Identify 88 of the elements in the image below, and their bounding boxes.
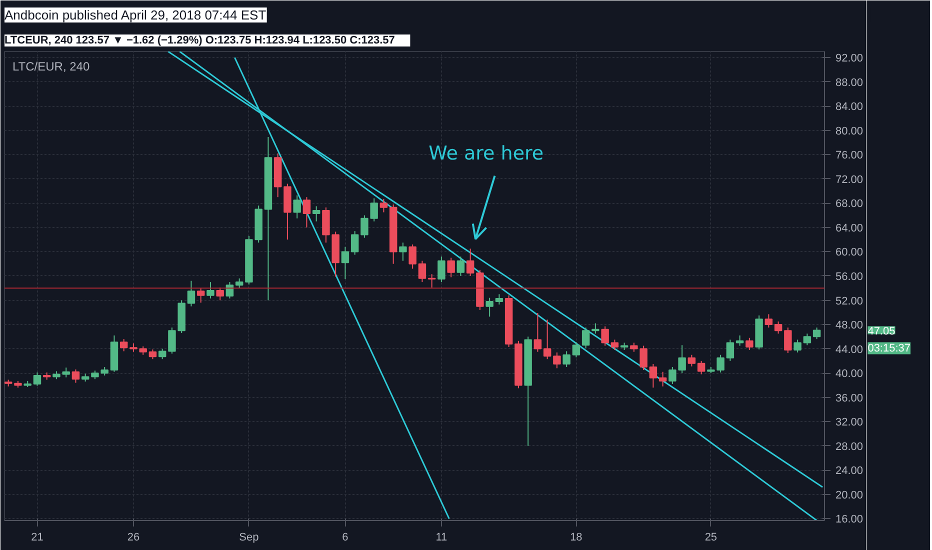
candlestick <box>235 278 244 289</box>
candlestick <box>168 327 176 354</box>
x-tick-label: Sep <box>239 532 259 544</box>
candlestick <box>380 198 388 213</box>
candlestick <box>697 360 706 375</box>
annotation: We are here <box>428 142 544 164</box>
y-tick-label: 20.00 <box>836 489 864 502</box>
candlestick <box>33 372 42 386</box>
y-tick-label: 76.00 <box>836 150 864 162</box>
candlestick <box>746 337 754 351</box>
candlestick <box>736 334 744 346</box>
annotation: LTC/EUR, 240 <box>12 60 90 74</box>
candlestick <box>610 339 619 351</box>
candlestick <box>534 312 542 352</box>
x-tick-label: 11 <box>436 532 448 544</box>
candlestick <box>226 282 234 299</box>
candlestick <box>803 333 812 346</box>
candlestick <box>582 327 590 349</box>
candlestick <box>592 322 600 334</box>
candlestick <box>293 194 301 219</box>
candlestick <box>341 246 350 280</box>
text: 47.05 <box>868 325 896 338</box>
chart-title: Andbcoin published April 29, 2018 07:44 EST <box>4 8 266 22</box>
candlestick <box>302 196 311 228</box>
y-tick-label: 48.00 <box>836 320 864 332</box>
y-tick-label: 80.00 <box>836 125 864 138</box>
candlestick <box>206 282 214 299</box>
y-tick-label: 56.00 <box>836 270 864 283</box>
y-tick-label: 72.00 <box>836 174 864 186</box>
candlestick <box>668 366 676 384</box>
y-tick-label: 16.00 <box>836 514 864 526</box>
candlestick <box>466 248 474 276</box>
candlestick <box>360 214 368 238</box>
candlestick <box>370 198 378 222</box>
candlestick <box>601 326 609 346</box>
y-tick-label: 36.00 <box>836 392 864 404</box>
candlestick <box>649 363 658 388</box>
y-tick-label: 84.00 <box>836 101 864 114</box>
candlestick <box>678 344 686 374</box>
candlestick <box>148 348 157 360</box>
candlestick <box>562 350 570 368</box>
candlestick <box>196 288 205 304</box>
candlestick <box>408 244 416 270</box>
candlestick <box>543 319 552 360</box>
candlestick <box>794 339 802 353</box>
candlestick <box>187 280 196 307</box>
text: 03:15:37 <box>868 342 911 354</box>
y-tick-label: 68.00 <box>836 198 864 210</box>
candlestick <box>774 320 782 334</box>
candlestick <box>456 256 465 276</box>
y-tick-label: 92.00 <box>836 52 864 65</box>
x-tick-label: 26 <box>127 532 140 544</box>
candlestick <box>658 371 667 387</box>
candlestick <box>350 230 359 256</box>
y-tick-label: 40.00 <box>836 368 864 380</box>
candlestick <box>418 260 426 283</box>
candlestick <box>438 256 446 283</box>
candlestick <box>312 206 320 222</box>
candlestick <box>216 287 224 301</box>
x-tick-label: 18 <box>570 532 582 544</box>
candlestick <box>784 327 792 354</box>
x-tick-label: 21 <box>31 532 44 544</box>
x-tick-label: 25 <box>704 532 718 544</box>
candlestick <box>553 352 561 369</box>
candlestick <box>572 342 580 358</box>
y-tick-label: 32.00 <box>836 416 864 429</box>
y-tick-label: 24.00 <box>836 465 864 478</box>
y-tick-label: 52.00 <box>836 295 864 308</box>
candlestick <box>428 274 436 288</box>
candlestick <box>688 354 696 367</box>
candlestick <box>812 327 821 340</box>
candlestick <box>120 338 128 352</box>
candlestick <box>399 242 407 262</box>
candlestick <box>72 368 80 384</box>
candlestick <box>447 257 455 278</box>
y-tick-label: 44.00 <box>836 344 864 356</box>
x-tick-label: 6 <box>342 532 348 544</box>
candlestick <box>486 297 494 318</box>
candlestick <box>158 348 166 360</box>
y-tick-label: 64.00 <box>836 222 864 234</box>
y-tick-label: 60.00 <box>836 246 864 259</box>
candlestick <box>726 339 734 362</box>
y-tick-label: 88.00 <box>836 76 864 89</box>
candlestick <box>495 294 504 306</box>
y-tick-label: 28.00 <box>836 440 864 453</box>
candlestick <box>716 354 724 373</box>
candlestick <box>764 314 773 328</box>
chart-subtitle: LTCEUR, 240 123.57 ▼ −1.62 (−1.29%) O:123.75 H:123.94 L:123.50 C:123.57 <box>4 34 395 46</box>
